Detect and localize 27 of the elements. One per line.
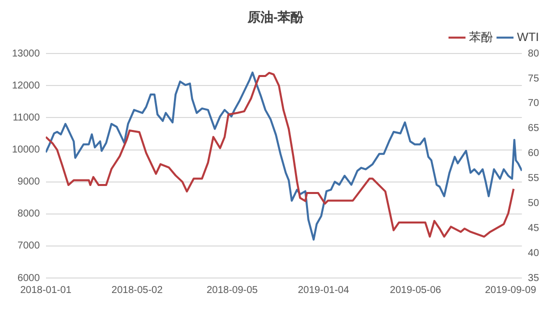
y2-tick-label: 60 [528, 148, 540, 160]
y-tick-label: 12000 [12, 80, 40, 92]
y-tick-label: 7000 [18, 240, 40, 252]
y2-tick-label: 50 [528, 198, 540, 209]
y2-tick-label: 55 [528, 173, 540, 184]
y-tick-label: 10000 [12, 144, 40, 156]
x-tick-label: 2019-05-06 [390, 284, 442, 296]
y2-tick-label: 70 [528, 98, 540, 110]
y-tick-label: 6000 [18, 272, 40, 284]
x-tick-label: 2018-09-05 [206, 284, 258, 296]
x-tick-label: 2018-05-02 [112, 284, 164, 296]
x-tick-label: 2019-09-09 [484, 284, 537, 296]
y-tick-label: 13000 [12, 48, 40, 60]
y2-tick-label: 35 [528, 272, 540, 284]
y-tick-label: 8000 [18, 208, 40, 220]
y-tick-label: 11000 [12, 112, 40, 124]
y2-tick-label: 75 [528, 73, 540, 84]
y2-tick-label: 65 [528, 123, 540, 134]
y-tick-label: 9000 [18, 176, 40, 188]
y2-tick-label: 40 [528, 248, 540, 259]
y2-tick-label: 45 [528, 222, 540, 234]
legend-label: 苯酚 [469, 30, 494, 44]
y2-tick-label: 80 [528, 48, 540, 60]
x-tick-label: 2018-01-01 [20, 284, 72, 296]
chart-title: 原油-苯酚 [246, 9, 305, 24]
x-tick-label: 2019-01-04 [298, 284, 350, 296]
legend-label: WTI [517, 30, 540, 44]
